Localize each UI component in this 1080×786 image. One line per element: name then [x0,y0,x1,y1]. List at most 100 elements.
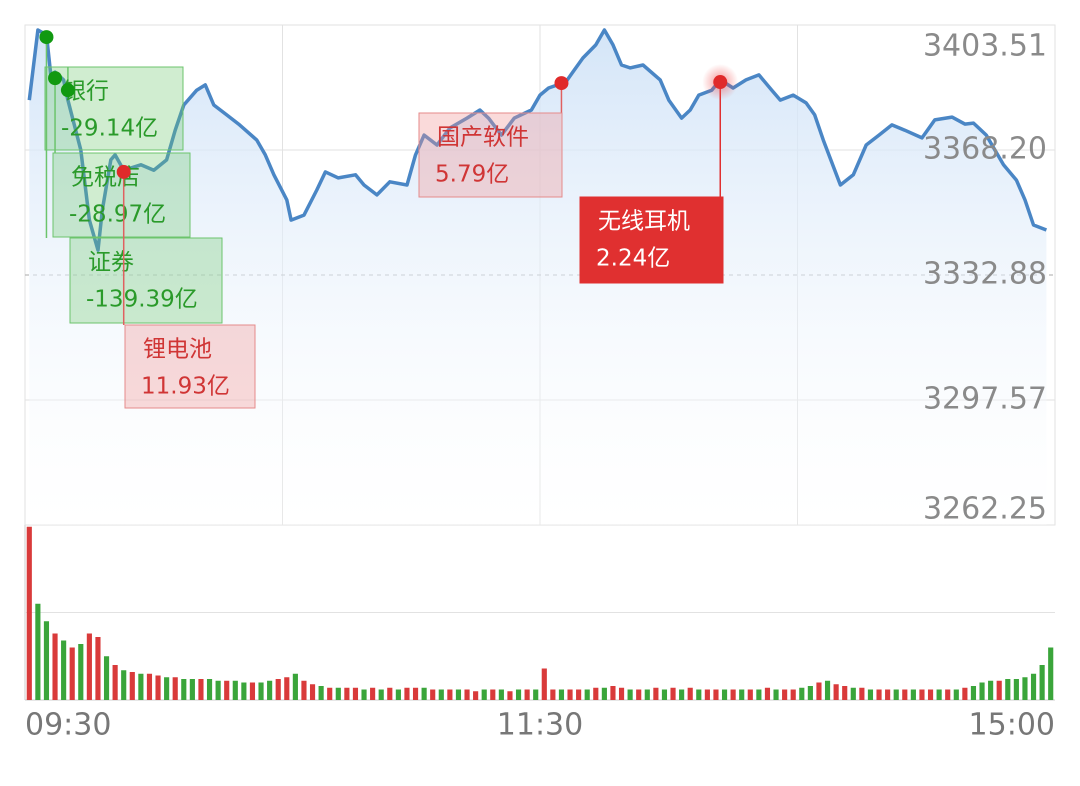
volume-bar [138,673,144,700]
volume-bar [146,673,153,700]
price-line [27,28,1048,252]
volume-bar [1013,679,1019,700]
volume-bar [275,679,281,700]
volume-bar [189,679,195,700]
volume-bar [232,680,238,700]
annotation-dot [39,30,54,45]
volume-bar [842,686,848,700]
y-tick-label: 3403.51 [923,29,1047,64]
annotation-box [418,112,563,198]
volume-bar [95,637,101,700]
volume-bar [164,677,170,700]
annotation-amount: -139.39亿 [86,287,198,313]
volume-bar [224,680,230,700]
volume-bar [318,686,324,700]
volume-bar [292,673,298,700]
volume-bar [490,689,496,700]
volume-bar [533,689,539,700]
volume-bar [481,689,487,700]
volume-bar [644,689,650,700]
volume-bar [679,689,685,700]
volume-bar [953,689,959,700]
volume-bar [370,687,376,700]
volume-bar [962,687,968,700]
volume-bar [661,689,668,700]
volume-bar [945,689,951,700]
volume-bar [773,689,779,700]
volume-bar [764,687,771,700]
volume-bar [593,687,599,700]
volume-bar [996,680,1002,700]
volume-bar [121,670,127,700]
annotation-dot [116,164,131,179]
volume-bar [473,691,479,700]
volume-bar [859,687,865,700]
annotation: 银行-29.14亿 [44,66,184,151]
volume-bar [567,689,573,700]
volume-bar [816,682,822,700]
volume-bar [704,689,710,700]
y-tick-label: 3332.88 [923,257,1047,292]
volume-bar [550,689,556,700]
volume-bar [129,672,135,700]
volume-bar [112,665,118,700]
volume-bar [26,526,32,700]
volume-bar [215,680,221,700]
annotation: 证券 -139.39亿 [45,37,223,324]
volume-bar [206,679,213,700]
volume-bar [670,687,676,700]
volume-bar [558,689,565,700]
annotation-box [579,196,724,284]
volume-bar [885,689,891,700]
volume-bar [653,687,659,700]
volume-bar [782,689,788,700]
volume-bar [696,689,702,700]
annotation-dot [60,83,75,98]
volume-bar [910,689,916,700]
volume-bar [979,682,985,700]
annotation-amount: 5.79亿 [435,162,509,188]
y-tick-label: 3262.25 [923,492,1047,527]
volume-bar [86,633,92,700]
volume-bar [721,689,728,700]
annotation-label: 无线耳机 [598,209,690,235]
volume-bar [378,689,384,700]
y-tick-label: 3368.20 [923,131,1047,166]
volume-bar [919,689,925,700]
volume-bar [636,689,642,700]
volume-bar [421,687,427,700]
x-tick-label: 15:00 [969,708,1055,743]
volume-bar [309,684,316,700]
volume-bar [515,689,522,700]
volume-bar [687,687,693,700]
volume-bar [412,687,419,700]
volume-bar [1030,673,1037,700]
volume-bar [69,647,75,700]
volume-bar [464,689,470,700]
volume-bar [181,679,187,700]
volume-bar [824,680,831,700]
volume-bar [335,687,341,700]
volume-bar [970,686,977,700]
volume-bar [927,689,934,700]
volume-bar [507,691,513,700]
annotation-box [69,237,223,324]
volume-bar [1005,679,1011,700]
volume-bar [301,680,307,700]
volume-bar [739,689,745,700]
volume-bar [404,687,410,700]
annotation-dot [713,75,728,90]
annotation: 锂电池 11.93亿 [122,171,256,409]
volume-bar [756,689,762,700]
volume-bar [198,679,204,700]
volume-bar [799,687,805,700]
volume-bar [78,644,84,700]
volume-bar [447,689,453,700]
annotation-box [124,324,256,409]
volume-bar [936,689,942,700]
volume-bar [327,687,333,700]
annotation-label: 国产软件 [437,125,529,151]
annotation-label: 锂电池 [143,337,212,363]
annotation: 无线耳机 2.24亿 [579,82,724,284]
